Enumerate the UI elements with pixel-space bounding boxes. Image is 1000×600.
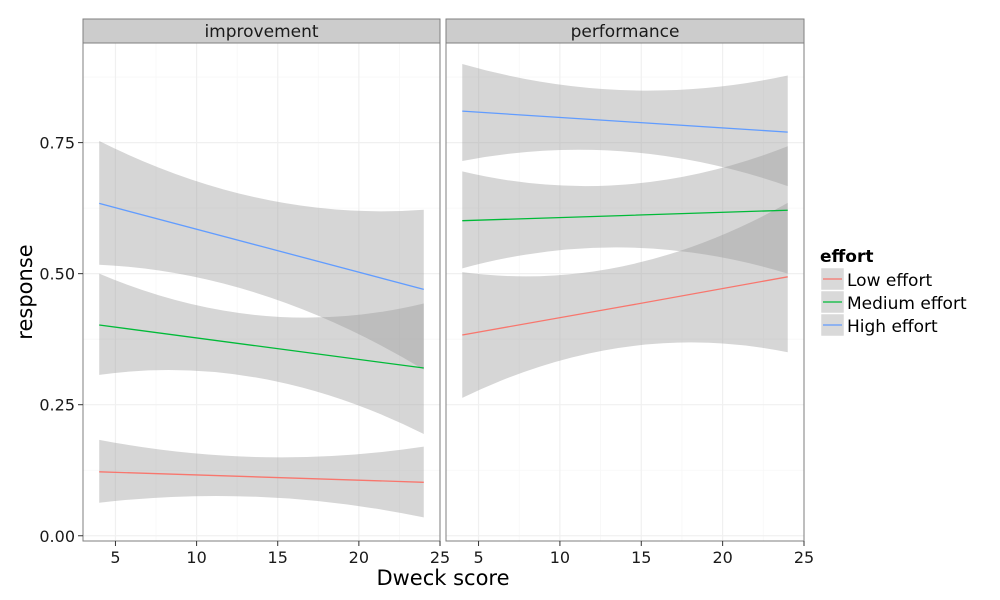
facet-strip-label: improvement [204,22,318,42]
x-tick-label: 10 [186,548,206,567]
x-axis-title: Dweck score [376,566,509,590]
y-tick-label: 0.00 [39,527,75,546]
ribbon-layer [99,63,788,518]
facet-strip [445,18,805,44]
panel-border [445,42,805,542]
x-tick-label: 25 [794,548,814,567]
legend-label: High effort [847,317,938,337]
legend-title: effort [820,247,874,267]
x-tick-label: 15 [268,548,288,567]
ci-ribbon-performance-low-effort [462,202,788,398]
legend: effort Low effort Medium effort High effor… [820,247,967,337]
x-tick-label: 5 [473,548,483,567]
y-tick-label: 0.75 [39,134,75,153]
series-line-performance-low-effort [462,276,788,336]
y-tick-label: 0.25 [39,396,75,415]
axis-layer: 5 10 15 20 25 5 10 15 20 25 0.00 0.25 0.50 0.75 [39,134,814,567]
y-axis-title: response [13,244,37,339]
ci-ribbon-performance-medium-effort [462,146,788,274]
x-tick-label: 10 [550,548,570,567]
facet-strip [82,18,441,44]
series-line-improvement-medium-effort [99,324,424,369]
facet-strip-label: performance [571,22,680,42]
series-line-improvement-low-effort [99,471,424,483]
frame-layer: improvement performance [82,18,805,542]
x-tick-label: 15 [631,548,651,567]
ci-ribbon-improvement-medium-effort [99,273,424,435]
line-layer [99,110,788,483]
y-tick-label: 0.50 [39,265,75,284]
x-tick-label: 20 [349,548,369,567]
x-tick-label: 20 [712,548,732,567]
legend-label: Medium effort [847,294,967,314]
series-line-improvement-high-effort [99,202,424,291]
ci-ribbon-improvement-low-effort [99,439,424,518]
series-line-performance-high-effort [462,110,788,133]
legend-label: Low effort [847,271,932,291]
legend-items: Low effort Medium effort High effort [820,267,967,337]
x-tick-label: 25 [430,548,450,567]
ci-ribbon-improvement-high-effort [99,141,424,370]
ci-ribbon-performance-high-effort [462,63,788,187]
panel-border [82,42,441,542]
series-line-performance-medium-effort [462,209,788,222]
grid-layer [83,43,805,541]
x-tick-label: 5 [110,548,120,567]
